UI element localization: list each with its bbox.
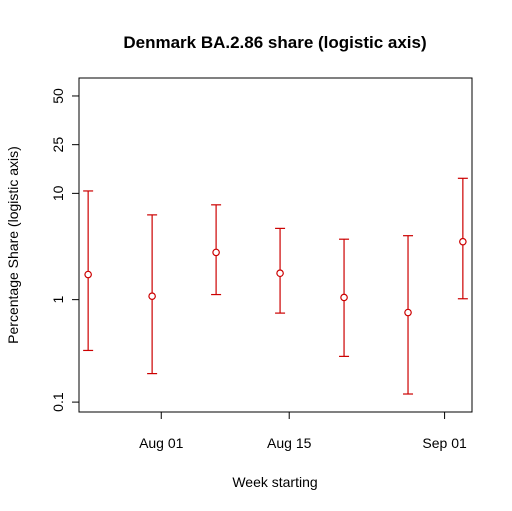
data-point — [148, 292, 156, 300]
data-point — [84, 270, 92, 279]
y-tick-label: 50 — [50, 88, 66, 104]
data-point-group — [275, 227, 286, 314]
data-point-group — [403, 235, 414, 395]
data-point-group — [457, 177, 468, 300]
x-tick-label: Sep 01 — [422, 435, 467, 451]
data-point-group — [83, 190, 94, 352]
y-tick-label: 25 — [50, 137, 66, 153]
plot-frame — [78, 77, 473, 413]
x-axis-label: Week starting — [232, 474, 317, 490]
data-point-group — [211, 204, 222, 296]
data-point-group — [147, 214, 158, 375]
y-axis: 0.1 1 10 25 50 — [50, 88, 79, 412]
data-point-group — [339, 238, 350, 357]
y-tick-label: 10 — [50, 185, 66, 201]
y-axis-label: Percentage Share (logistic axis) — [5, 146, 21, 344]
y-tick-label: 1 — [50, 296, 66, 304]
x-axis: Aug 01 Aug 15 Sep 01 — [139, 412, 467, 451]
data-point — [276, 269, 284, 278]
y-tick-label: 0.1 — [50, 392, 66, 412]
x-tick-label: Aug 01 — [139, 435, 184, 451]
chart-title: Denmark BA.2.86 share (logistic axis) — [123, 33, 426, 52]
x-tick-label: Aug 15 — [267, 435, 312, 451]
data-point — [212, 248, 220, 257]
data-point — [340, 293, 348, 302]
data-series — [83, 177, 468, 395]
data-point — [404, 308, 412, 317]
data-point — [459, 237, 467, 246]
